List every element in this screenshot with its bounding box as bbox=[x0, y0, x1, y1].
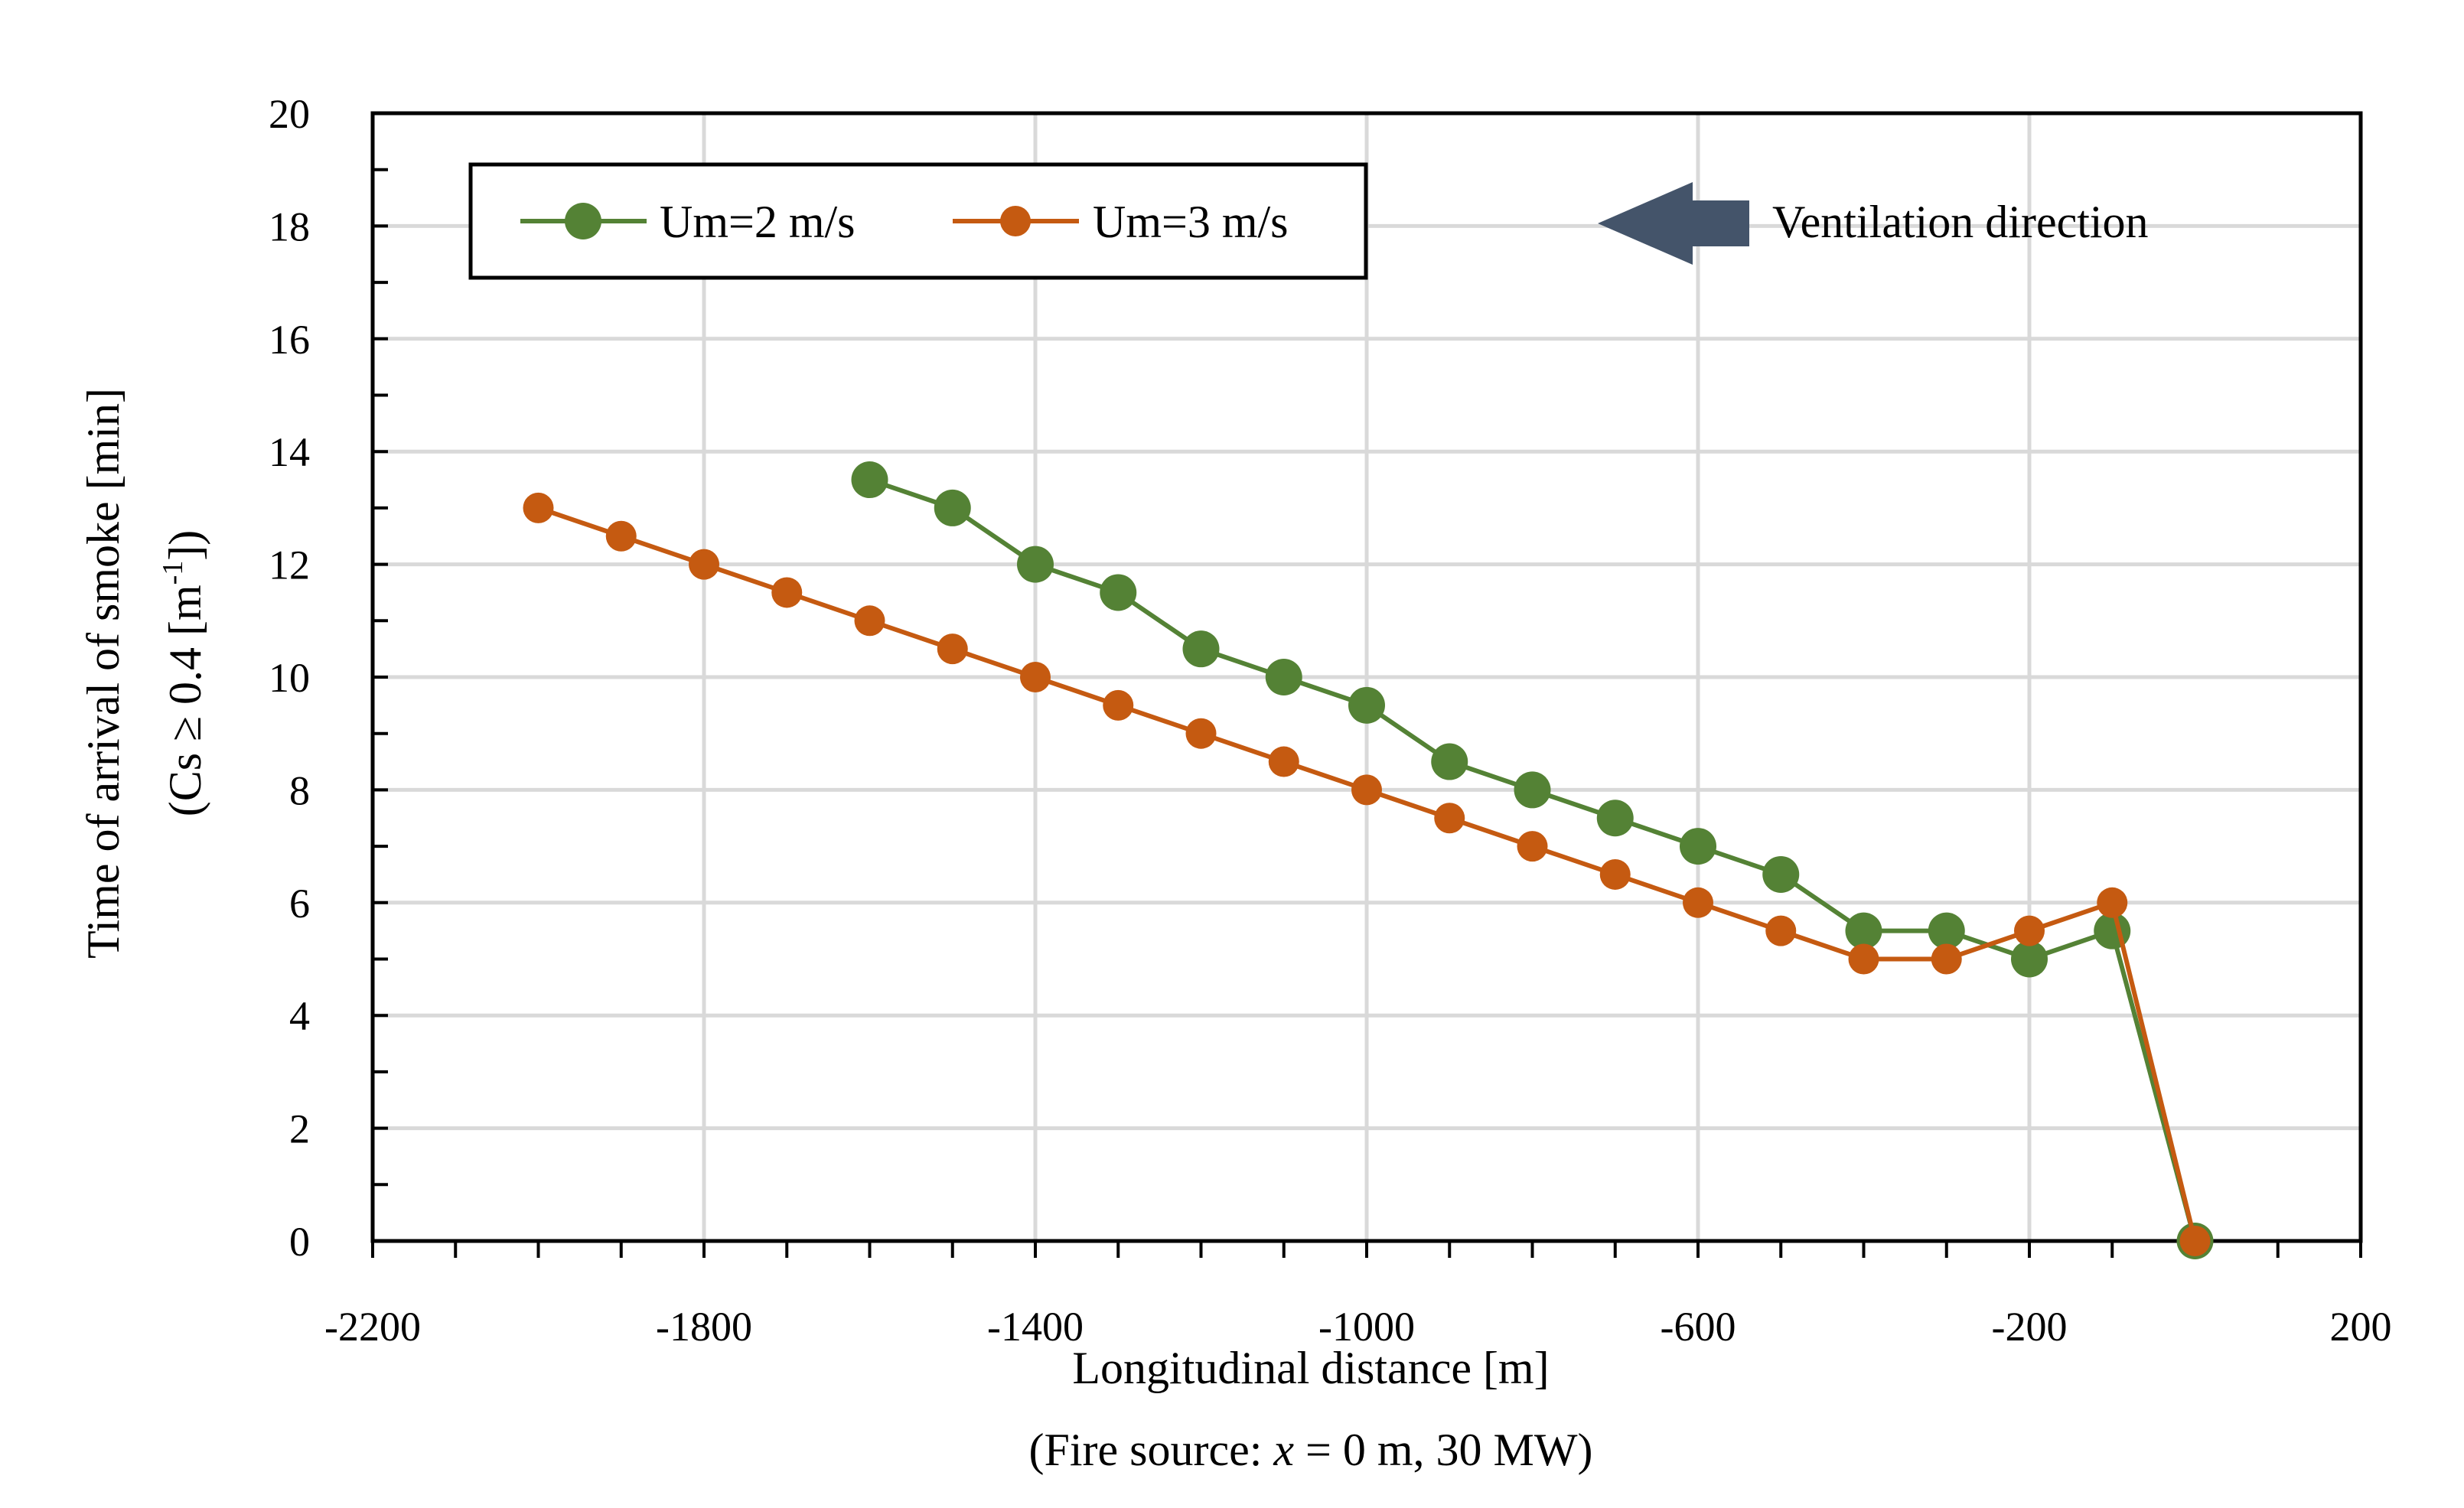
x-tick-label: -1400 bbox=[987, 1304, 1084, 1350]
x-tick-label: 200 bbox=[2330, 1304, 2392, 1350]
data-point bbox=[1765, 915, 1797, 946]
data-point bbox=[1599, 858, 1631, 890]
data-point bbox=[1268, 746, 1299, 777]
data-point bbox=[1265, 659, 1302, 695]
data-point bbox=[1596, 800, 1634, 837]
y-tick-label: 0 bbox=[289, 1219, 310, 1265]
axis-ticks bbox=[371, 112, 2362, 1258]
series-lines bbox=[523, 461, 2214, 1259]
y-tick-label: 14 bbox=[269, 429, 310, 475]
legend-label-um2: Um=2 m/s bbox=[660, 197, 856, 247]
data-point bbox=[854, 605, 885, 637]
y-tick-label: 12 bbox=[269, 542, 310, 588]
data-point bbox=[1928, 912, 1965, 949]
data-point bbox=[1762, 855, 1800, 893]
y-tick-label: 2 bbox=[289, 1106, 310, 1152]
data-point bbox=[1683, 887, 1713, 918]
data-point bbox=[2094, 912, 2131, 949]
data-point bbox=[771, 577, 803, 608]
x-axis-title: Longitudinal distance [m] bbox=[1072, 1343, 1549, 1393]
data-point bbox=[2014, 915, 2045, 946]
data-point bbox=[1185, 718, 1217, 749]
data-point bbox=[2179, 1226, 2211, 1256]
data-point bbox=[1931, 943, 1962, 975]
x-tick-label: -2200 bbox=[324, 1304, 421, 1350]
data-point bbox=[1017, 546, 1054, 583]
y-tick-label: 8 bbox=[289, 767, 310, 813]
data-point bbox=[523, 492, 554, 523]
data-point bbox=[1848, 943, 1879, 975]
data-point bbox=[2011, 940, 2048, 978]
data-point bbox=[1351, 774, 1382, 806]
legend-marker-um2 bbox=[565, 203, 601, 239]
data-point bbox=[605, 520, 637, 552]
series-Um=2 m/s bbox=[851, 461, 2214, 1259]
y-axis-title: Time of arrival of smoke [min] bbox=[78, 388, 129, 959]
x-tick-label: -600 bbox=[1661, 1304, 1736, 1350]
x-tick-label: -200 bbox=[1992, 1304, 2068, 1350]
data-point bbox=[1182, 630, 1220, 668]
x-tick-label: -1800 bbox=[656, 1304, 752, 1350]
y-tick-label: 16 bbox=[269, 317, 310, 363]
data-point bbox=[1680, 828, 1716, 865]
ventilation-annotation: Ventilation direction bbox=[1598, 182, 2149, 265]
legend-marker-um3 bbox=[1000, 206, 1031, 236]
data-point bbox=[1517, 831, 1548, 862]
y-tick-labels: 0 2 4 6 8 10 12 14 16 18 20 bbox=[269, 91, 310, 1265]
y-tick-label: 4 bbox=[289, 993, 310, 1039]
arrow-left-icon bbox=[1598, 182, 1749, 265]
y-tick-label: 18 bbox=[269, 204, 310, 249]
x-tick-labels: -2200 -1800 -1400 -1000 -600 -200 200 bbox=[324, 1304, 2391, 1350]
data-point bbox=[1431, 743, 1468, 780]
x-axis-subtitle: (Fire source: x = 0 m, 30 MW) bbox=[1028, 1425, 1592, 1475]
y-axis-subtitle: (Cs ≥ 0.4 [m-1]) bbox=[157, 530, 210, 817]
gridlines bbox=[370, 111, 2363, 1243]
legend-label-um3: Um=3 m/s bbox=[1093, 197, 1289, 247]
series-Um=3 m/s bbox=[523, 492, 2211, 1256]
data-point bbox=[937, 633, 968, 665]
data-point bbox=[689, 549, 719, 580]
y-tick-label: 10 bbox=[269, 655, 310, 701]
x-tick-label: -1000 bbox=[1318, 1304, 1415, 1350]
data-point bbox=[1845, 912, 1882, 949]
ventilation-direction-label: Ventilation direction bbox=[1772, 197, 2149, 247]
data-point bbox=[1103, 689, 1134, 721]
data-point bbox=[851, 461, 888, 499]
data-point bbox=[1348, 686, 1385, 724]
data-point bbox=[1514, 771, 1551, 809]
data-point bbox=[2097, 887, 2128, 918]
y-tick-label: 20 bbox=[269, 91, 310, 137]
data-point bbox=[1020, 662, 1051, 692]
data-point bbox=[934, 489, 971, 526]
y-tick-label: 6 bbox=[289, 881, 310, 927]
data-point bbox=[1434, 803, 1465, 834]
data-point bbox=[1100, 574, 1137, 611]
legend: Um=2 m/s Um=3 m/s bbox=[468, 162, 1368, 280]
